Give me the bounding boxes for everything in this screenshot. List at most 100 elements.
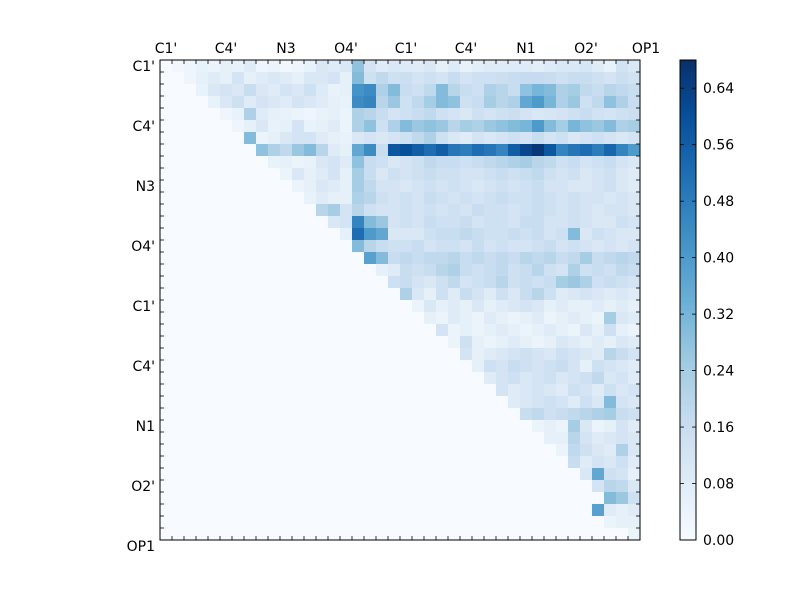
heatmap-cell — [376, 96, 389, 109]
heatmap-cell — [436, 132, 449, 145]
heatmap-cell — [412, 492, 425, 505]
heatmap-cell — [568, 504, 581, 517]
heatmap-cell — [316, 384, 329, 397]
heatmap-cell — [388, 96, 401, 109]
heatmap-cell — [568, 348, 581, 361]
heatmap-cell — [208, 180, 221, 193]
heatmap-cell — [220, 192, 233, 205]
heatmap-cell — [316, 180, 329, 193]
heatmap-cell — [580, 168, 593, 181]
heatmap-cell — [208, 240, 221, 253]
heatmap-cell — [412, 228, 425, 241]
heatmap-cell — [568, 264, 581, 277]
heatmap-cell — [616, 360, 629, 373]
heatmap-cell — [340, 276, 353, 289]
heatmap-cell — [352, 396, 365, 409]
heatmap-cell — [604, 204, 617, 217]
heatmap-cell — [544, 336, 557, 349]
heatmap-cell — [532, 228, 545, 241]
heatmap-cell — [568, 60, 581, 73]
heatmap-cell — [292, 384, 305, 397]
heatmap-cell — [412, 84, 425, 97]
heatmap-cell — [484, 312, 497, 325]
heatmap-cell — [232, 372, 245, 385]
heatmap-cell — [364, 384, 377, 397]
heatmap-cell — [616, 108, 629, 121]
heatmap-cell — [616, 300, 629, 313]
heatmap-cell — [460, 72, 473, 85]
heatmap-cell — [220, 84, 233, 97]
heatmap-cell — [352, 264, 365, 277]
heatmap-cell — [376, 396, 389, 409]
heatmap-cell — [256, 120, 269, 133]
heatmap-cell — [520, 420, 533, 433]
heatmap-cell — [304, 240, 317, 253]
heatmap-cell — [220, 444, 233, 457]
heatmap-cell — [628, 252, 641, 265]
heatmap-cell — [232, 276, 245, 289]
heatmap-cell — [628, 324, 641, 337]
heatmap-cell — [460, 408, 473, 421]
heatmap-cell — [376, 240, 389, 253]
heatmap-cell — [316, 492, 329, 505]
heatmap-cell — [328, 300, 341, 313]
heatmap-cell — [268, 324, 281, 337]
heatmap-cell — [460, 324, 473, 337]
heatmap-cell — [268, 72, 281, 85]
heatmap-cell — [316, 408, 329, 421]
heatmap-cell — [208, 144, 221, 157]
heatmap-cell — [196, 324, 209, 337]
heatmap-cell — [460, 372, 473, 385]
heatmap-cell — [388, 132, 401, 145]
heatmap-cell — [304, 408, 317, 421]
heatmap-cell — [160, 480, 173, 493]
colorbar-tick-label: 0.32 — [703, 307, 734, 323]
heatmap-cell — [352, 252, 365, 265]
heatmap-cell — [388, 396, 401, 409]
heatmap-cell — [496, 168, 509, 181]
heatmap-cell — [556, 420, 569, 433]
heatmap-cell — [388, 480, 401, 493]
heatmap-cell — [304, 324, 317, 337]
heatmap-cell — [472, 240, 485, 253]
heatmap-cell — [508, 240, 521, 253]
x-tick-labels: C1' C4' N3 O4' C1' C4' N1 O2' OP1 — [155, 41, 660, 57]
heatmap-cell — [388, 156, 401, 169]
heatmap-cell — [628, 516, 641, 529]
heatmap-cell — [568, 240, 581, 253]
heatmap-cell — [472, 120, 485, 133]
heatmap-cell — [628, 228, 641, 241]
heatmap-cell — [316, 252, 329, 265]
y-tick-label: C1' — [132, 299, 155, 315]
heatmap-cell — [412, 144, 425, 157]
heatmap-cell — [220, 300, 233, 313]
heatmap-cell — [172, 516, 185, 529]
heatmap-cell — [520, 60, 533, 73]
heatmap-cell — [388, 240, 401, 253]
heatmap-cell — [280, 288, 293, 301]
heatmap-cell — [280, 396, 293, 409]
heatmap-cell — [268, 468, 281, 481]
heatmap-cell — [256, 312, 269, 325]
heatmap-cell — [556, 468, 569, 481]
heatmap-cell — [448, 216, 461, 229]
heatmap-cell — [448, 156, 461, 169]
heatmap-cell — [364, 60, 377, 73]
heatmap-cell — [580, 324, 593, 337]
heatmap-cell — [424, 276, 437, 289]
heatmap-cell — [232, 504, 245, 517]
heatmap-cell — [400, 324, 413, 337]
heatmap-cell — [328, 348, 341, 361]
heatmap-cell — [280, 420, 293, 433]
heatmap-cell — [568, 180, 581, 193]
heatmap-cell — [304, 180, 317, 193]
heatmap-cell — [220, 264, 233, 277]
heatmap-cell — [460, 96, 473, 109]
heatmap-cell — [484, 516, 497, 529]
heatmap-cell — [364, 480, 377, 493]
heatmap-cell — [436, 240, 449, 253]
heatmap-cell — [280, 156, 293, 169]
heatmap-cell — [568, 132, 581, 145]
heatmap-cell — [316, 72, 329, 85]
heatmap-cell — [292, 96, 305, 109]
